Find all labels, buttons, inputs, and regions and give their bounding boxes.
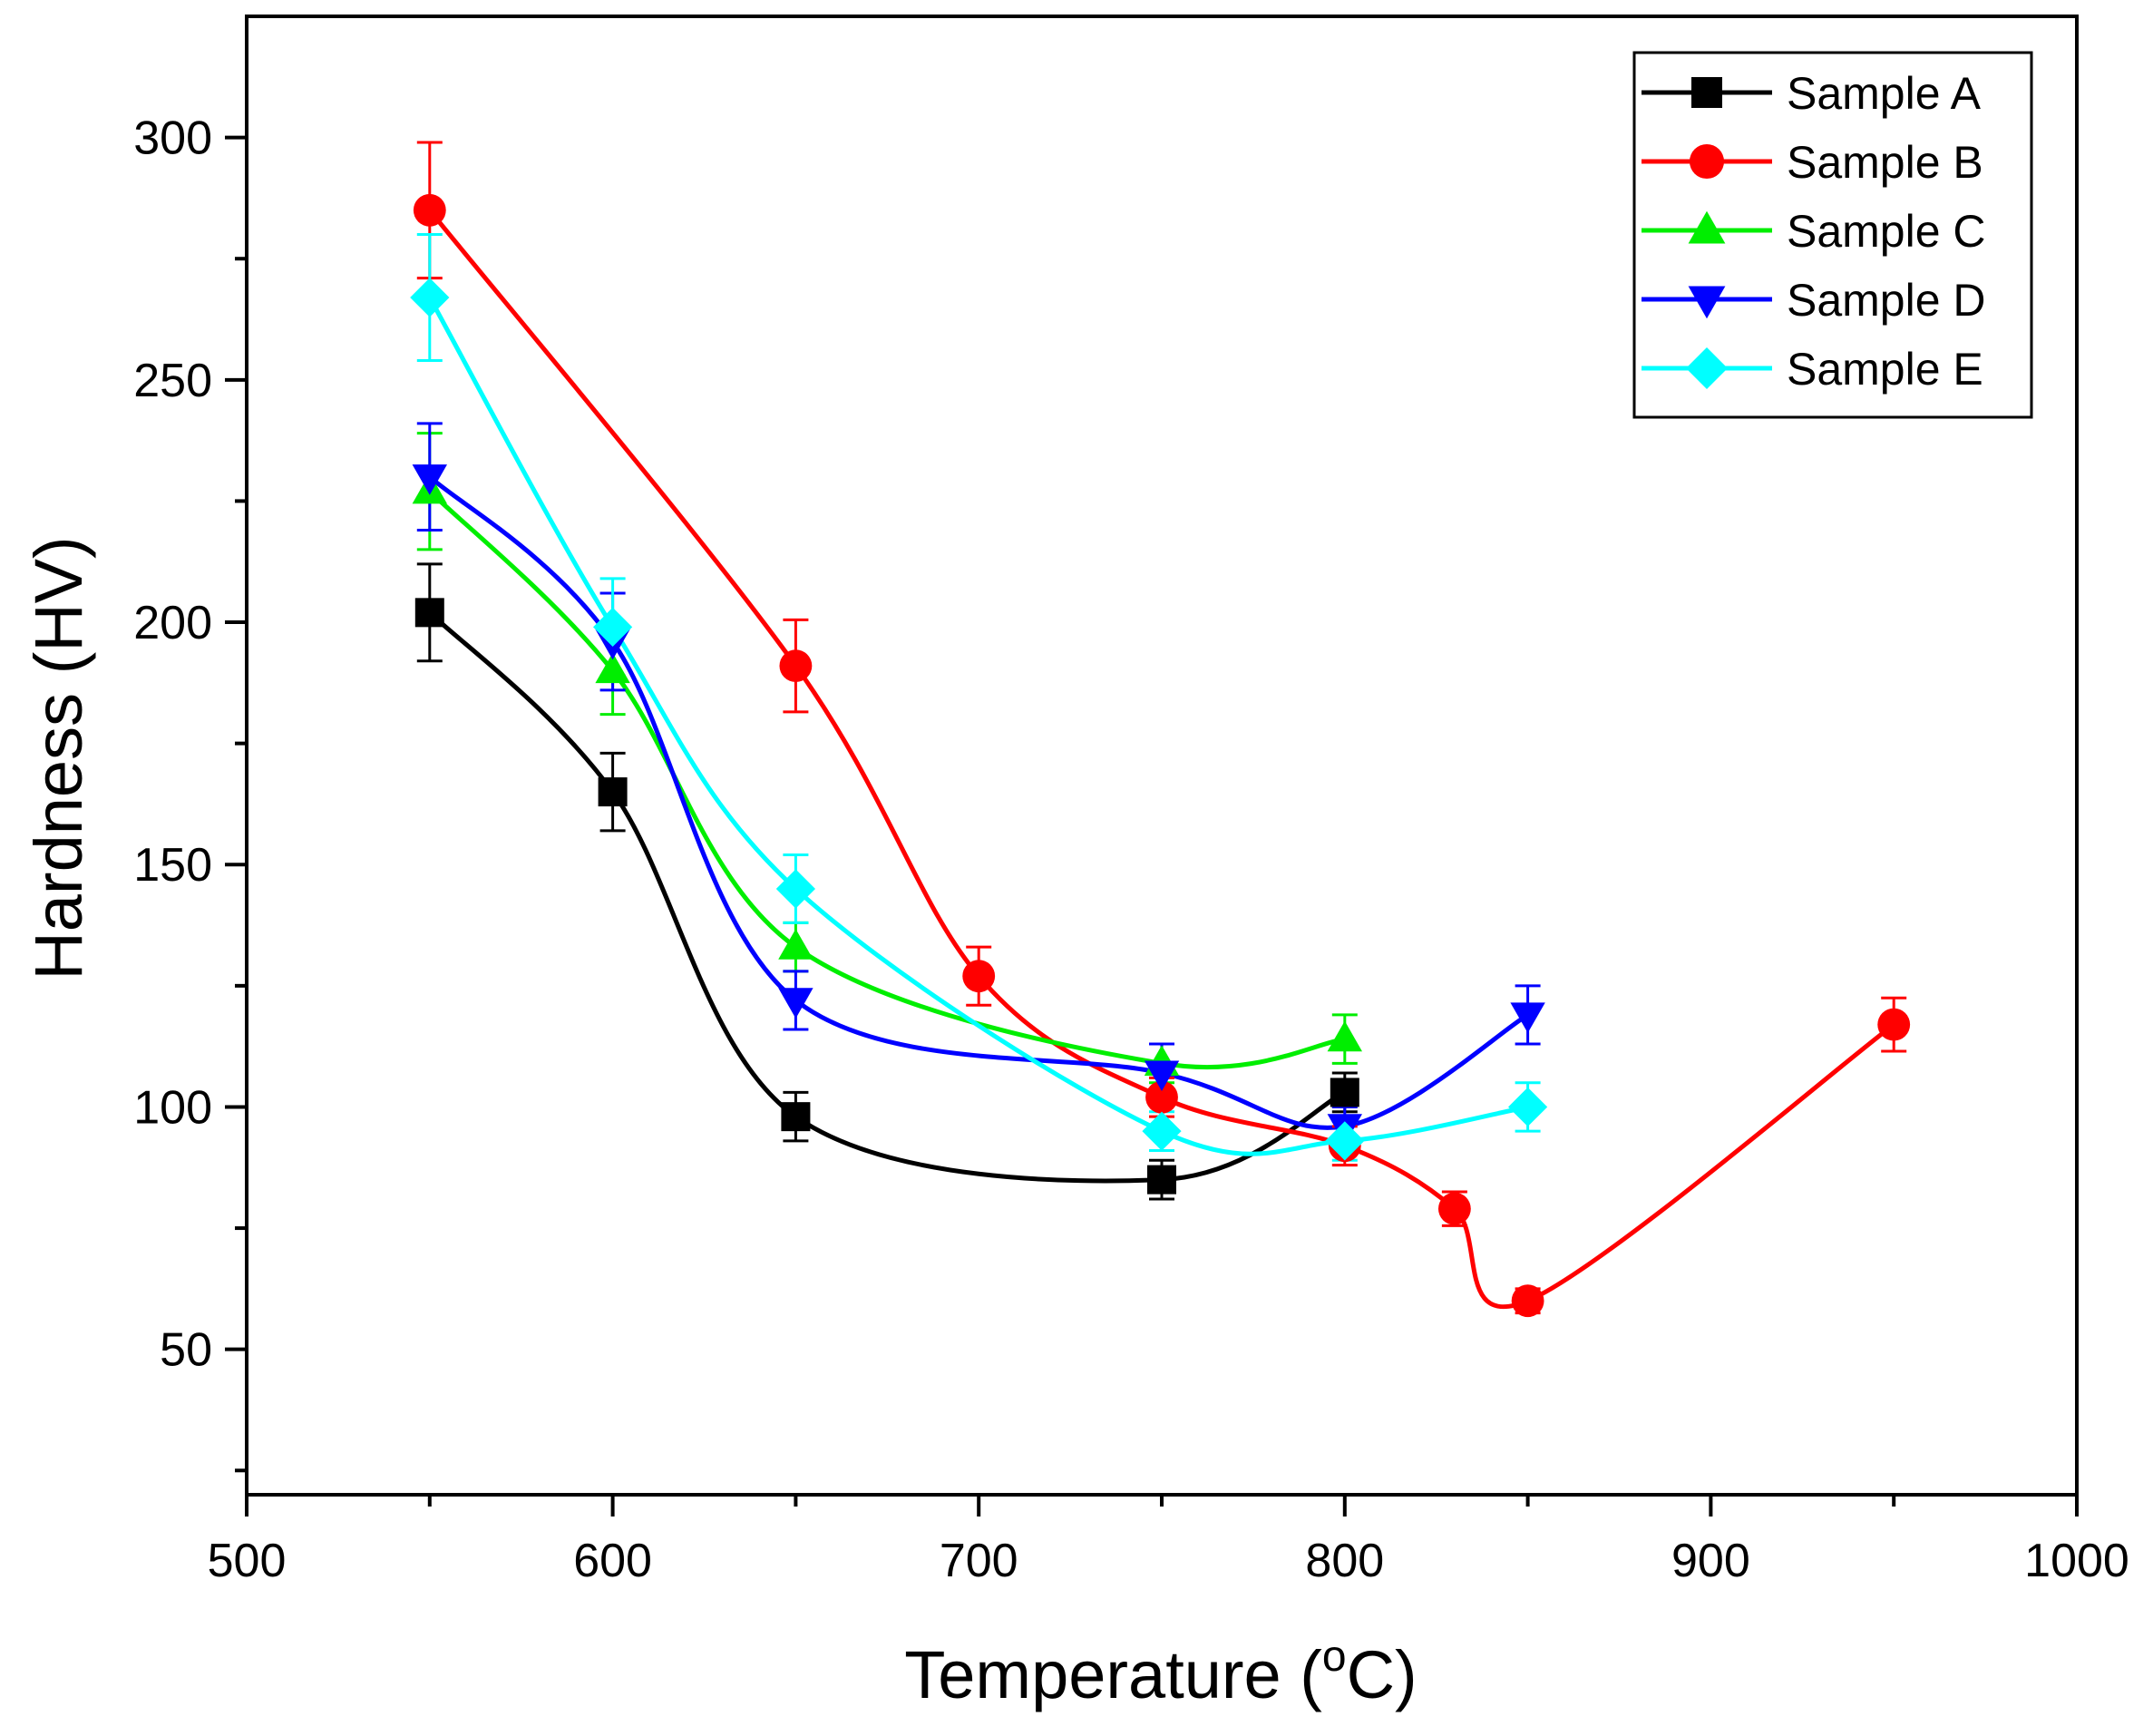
legend-item: Sample E xyxy=(1642,344,1983,395)
data-point xyxy=(414,598,444,628)
x-tick-label: 800 xyxy=(1305,1535,1384,1587)
data-point xyxy=(1145,1080,1178,1114)
data-point xyxy=(1142,1111,1182,1151)
data-point xyxy=(1510,1002,1545,1033)
x-tick-label: 900 xyxy=(1671,1535,1750,1587)
x-axis-title: Temperature (oC) xyxy=(904,1633,1417,1712)
x-tick-label: 1000 xyxy=(2024,1535,2129,1587)
data-point xyxy=(962,960,996,993)
ticks-layer xyxy=(225,135,2079,1517)
legend-item: Sample C xyxy=(1642,206,1986,257)
x-axis-title-end: C) xyxy=(1347,1637,1417,1712)
series-markers xyxy=(410,193,1911,1318)
x-tick-label: 600 xyxy=(573,1535,652,1587)
x-axis-title-superscript: o xyxy=(1322,1633,1347,1681)
legend-label: Sample B xyxy=(1787,137,1983,188)
y-tick-label: 100 xyxy=(133,1081,212,1134)
data-point xyxy=(775,869,815,909)
y-tick-label: 250 xyxy=(133,355,212,407)
data-point xyxy=(1325,1121,1365,1161)
legend-marker xyxy=(1691,77,1722,108)
data-point xyxy=(598,777,628,807)
data-point xyxy=(1144,1060,1180,1092)
y-tick-label: 300 xyxy=(133,112,212,165)
y-tick-label: 50 xyxy=(160,1324,212,1377)
series-line xyxy=(428,474,1529,1130)
legend-item: Sample A xyxy=(1642,68,1982,119)
data-point xyxy=(1877,1008,1911,1041)
data-point xyxy=(779,649,813,683)
data-point xyxy=(781,1102,811,1132)
legend-marker xyxy=(1686,347,1728,389)
data-point xyxy=(1327,1020,1362,1052)
legend-label: Sample A xyxy=(1787,68,1982,119)
x-axis-title-main: Temperature ( xyxy=(904,1637,1322,1712)
data-point xyxy=(595,652,630,684)
data-point xyxy=(412,464,447,495)
legend-label: Sample E xyxy=(1787,344,1983,395)
y-axis-title: Hardness (HV) xyxy=(21,536,96,980)
y-tick-label: 150 xyxy=(133,839,212,892)
legend-marker xyxy=(1689,143,1725,180)
tick-labels: 500 600 700 800 900 1000 50 100 150 200 250 300 xyxy=(133,112,2129,1587)
data-point xyxy=(1437,1192,1471,1225)
data-point xyxy=(1508,1087,1548,1127)
data-point xyxy=(410,278,450,317)
data-point xyxy=(593,607,633,647)
data-point xyxy=(1147,1165,1176,1195)
data-point xyxy=(778,988,813,1019)
data-point xyxy=(1330,1078,1359,1107)
x-tick-label: 500 xyxy=(208,1535,287,1587)
x-tick-label: 700 xyxy=(940,1535,1018,1587)
data-point xyxy=(1511,1284,1544,1318)
legend-marker xyxy=(1688,286,1726,319)
series-line xyxy=(428,489,1346,1070)
plot-frame xyxy=(245,15,2079,1497)
legend-item: Sample B xyxy=(1642,137,1983,188)
data-point xyxy=(413,193,446,227)
legend-label: Sample D xyxy=(1787,275,1986,326)
legend: Sample A Sample B Sample C Sample D Sample E xyxy=(1632,51,2033,419)
legend-marker xyxy=(1688,210,1726,244)
data-point xyxy=(778,929,813,960)
series-line xyxy=(428,610,1346,1184)
legend-label: Sample C xyxy=(1787,206,1986,257)
series-line xyxy=(427,296,1529,1156)
legend-item: Sample D xyxy=(1642,275,1986,326)
y-tick-label: 200 xyxy=(133,597,212,649)
